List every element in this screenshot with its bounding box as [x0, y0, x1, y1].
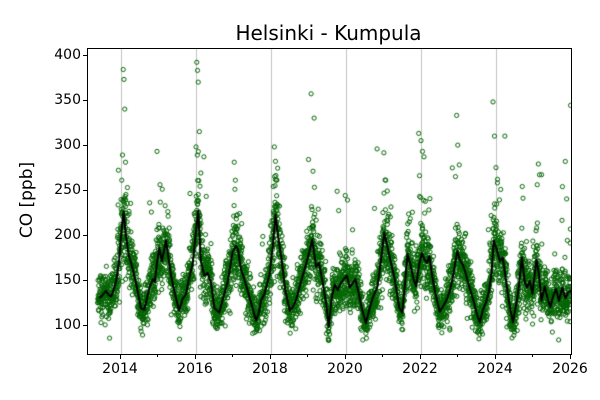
x-tick-label: 2018 [252, 361, 288, 377]
x-minor-tick-mark [307, 355, 308, 357]
x-tick-mark [269, 355, 271, 359]
x-minor-tick-mark [232, 355, 233, 357]
y-tick-mark [83, 279, 87, 281]
x-tick-mark [569, 355, 571, 359]
x-tick-label: 2024 [477, 361, 513, 377]
y-tick-label: 200 [54, 227, 81, 243]
y-tick-label: 300 [54, 137, 81, 154]
y-tick-mark [83, 189, 87, 191]
y-tick-mark [83, 234, 87, 236]
y-tick-mark [83, 54, 87, 56]
chart-canvas [88, 49, 571, 354]
plot-area [87, 48, 572, 355]
x-minor-tick-mark [157, 355, 158, 357]
x-tick-mark [419, 355, 421, 359]
y-tick-label: 100 [54, 317, 81, 333]
x-tick-label: 2022 [402, 361, 438, 377]
y-tick-mark [83, 324, 87, 326]
x-tick-label: 2014 [102, 361, 138, 377]
x-minor-tick-mark [532, 355, 533, 357]
y-tick-label: 350 [54, 92, 81, 109]
x-minor-tick-mark [382, 355, 383, 357]
y-tick-mark [83, 144, 87, 146]
x-tick-label: 2026 [552, 361, 588, 377]
x-tick-mark [494, 355, 496, 359]
chart-title: Helsinki - Kumpula [235, 21, 422, 45]
y-tick-label: 400 [54, 47, 81, 64]
x-tick-label: 2016 [177, 361, 213, 377]
x-tick-mark [119, 355, 121, 359]
x-minor-tick-mark [457, 355, 458, 357]
y-tick-mark [83, 99, 87, 101]
y-tick-label: 250 [54, 182, 81, 198]
x-tick-label: 2020 [327, 361, 363, 377]
y-tick-label: 150 [54, 272, 81, 288]
y-axis-label: CO [ppb] [17, 161, 37, 239]
x-tick-mark [344, 355, 346, 359]
x-tick-mark [194, 355, 196, 359]
